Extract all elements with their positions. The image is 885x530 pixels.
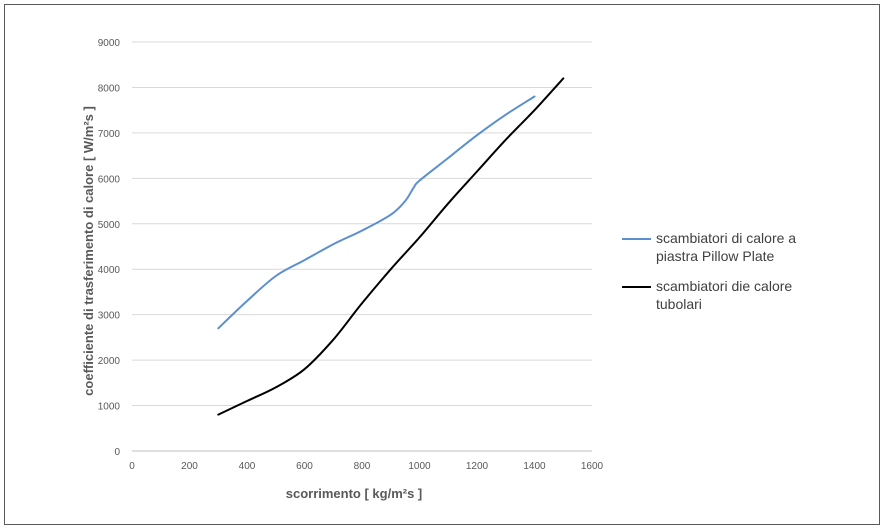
y-tick-label: 5000 <box>98 220 121 231</box>
x-tick-label: 600 <box>296 461 313 472</box>
x-tick-label: 1400 <box>523 461 546 472</box>
series-line-1 <box>217 95 536 330</box>
y-tick-label: 9000 <box>98 38 121 49</box>
legend-label: piastra Pillow Plate <box>656 248 774 264</box>
x-tick-labels: 0 200 400 600 800 1000 1200 1400 1600 <box>129 461 603 472</box>
x-axis-title: scorrimento [ kg/m²s ] <box>286 486 423 501</box>
x-tick-label: 200 <box>181 461 198 472</box>
y-tick-label: 8000 <box>98 83 121 94</box>
chart-frame: 0 1000 2000 3000 4000 5000 6000 7000 8000 9000 0 2… <box>4 4 880 525</box>
legend: scambiatori di calore a piastra Pillow Pl… <box>622 230 796 312</box>
x-tick-label: 800 <box>354 461 371 472</box>
x-tick-label: 1600 <box>581 461 604 472</box>
y-tick-label: 3000 <box>98 311 121 322</box>
y-tick-label: 1000 <box>98 402 121 413</box>
y-axis-title: coefficiente di trasferimento di calore … <box>81 106 96 396</box>
y-tick-label: 2000 <box>98 356 121 367</box>
x-tick-label: 0 <box>129 461 135 472</box>
y-tick-labels: 0 1000 2000 3000 4000 5000 6000 7000 8000 9000 <box>98 38 121 458</box>
y-tick-label: 6000 <box>98 174 121 185</box>
legend-label: tubolari <box>656 296 702 312</box>
x-tick-label: 1000 <box>408 461 431 472</box>
gridlines <box>132 41 592 407</box>
x-tick-label: 1200 <box>466 461 489 472</box>
y-tick-label: 7000 <box>98 129 121 140</box>
y-tick-label: 0 <box>114 447 120 458</box>
series-line-2 <box>217 77 565 416</box>
legend-label: scambiatori die calore <box>656 278 792 294</box>
legend-label: scambiatori di calore a <box>656 230 796 246</box>
line-chart: 0 1000 2000 3000 4000 5000 6000 7000 8000 9000 0 2… <box>81 38 796 501</box>
series-group <box>217 77 565 416</box>
x-tick-label: 400 <box>239 461 256 472</box>
y-tick-label: 4000 <box>98 265 121 276</box>
